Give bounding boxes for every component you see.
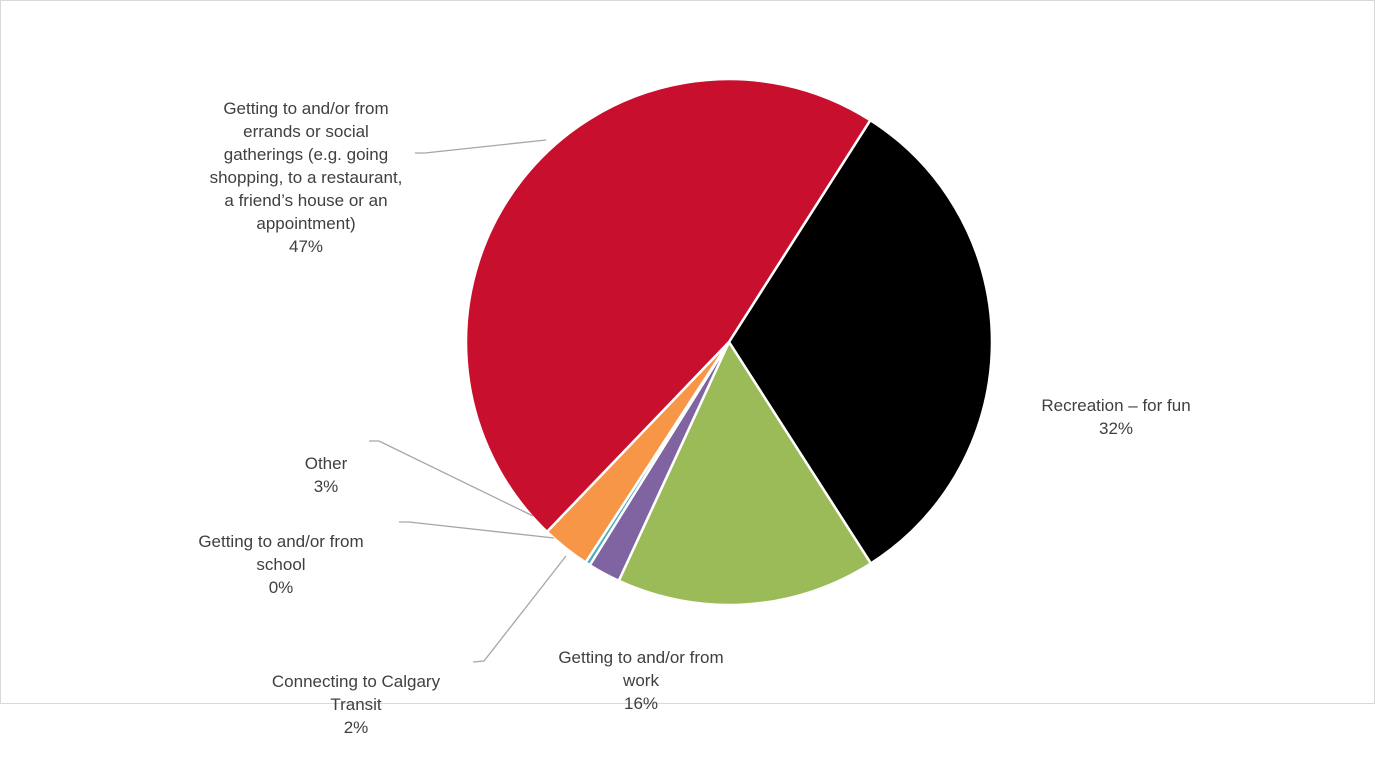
pie-chart [369,77,994,663]
slice-label-work: Getting to and/or from work 16% [521,623,761,738]
slice-label-errands-text: Getting to and/or from errands or social… [209,99,403,233]
slice-label-transit-value: 2% [343,718,369,737]
slice-label-other-value: 3% [313,477,339,496]
chart-area: Recreation – for fun 32% Getting to and/… [0,0,1375,737]
slice-label-school: Getting to and/or from school 0% [161,507,401,622]
slice-label-errands-value: 47% [288,237,324,256]
pie-slice-recreation [727,118,994,565]
slice-label-work-text: Getting to and/or from work [558,648,724,690]
slice-label-school-value: 0% [268,578,294,597]
leader-line-other [369,440,534,517]
slice-label-transit-text: Connecting to Calgary Transit [271,672,441,714]
pie-slice-work [617,340,873,607]
slice-label-recreation-value: 32% [1098,419,1134,438]
slice-label-recreation-text: Recreation – for fun [1041,396,1191,415]
slice-label-errands: Getting to and/or from errands or social… [171,74,441,281]
slice-label-school-text: Getting to and/or from school [198,532,364,574]
leader-line-school [399,521,555,539]
leader-line-transit [472,555,567,663]
pie-slice-errands [464,77,872,534]
slice-label-transit: Connecting to Calgary Transit 2% [241,647,471,762]
slice-label-recreation: Recreation – for fun 32% [1001,371,1231,463]
leader-line-errands [415,139,547,154]
slice-label-other-text: Other [304,454,348,473]
slice-label-other: Other 3% [286,429,366,521]
